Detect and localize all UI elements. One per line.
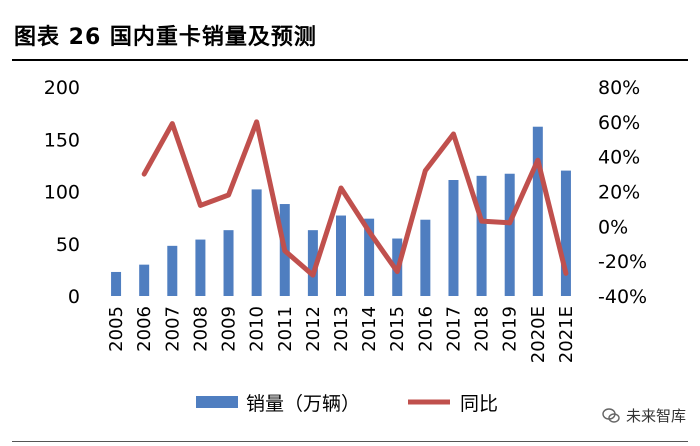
right-tick-label: 80% (598, 77, 640, 99)
legend-bar-swatch (196, 396, 238, 408)
figure-title: 图表 26 国内重卡销量及预测 (14, 25, 317, 50)
bar-2012 (307, 230, 318, 296)
x-tick-label: 2016 (415, 306, 436, 352)
bar-2016 (420, 219, 431, 296)
yoy-line-series (141, 119, 569, 278)
watermark-text: 未来智库 (625, 407, 686, 425)
bar-2018 (476, 175, 487, 296)
bar-2007 (167, 245, 178, 296)
x-tick-label: 2009 (219, 306, 240, 352)
bar-2010 (251, 189, 262, 296)
legend-line-label: 同比 (460, 393, 498, 415)
x-tick-label: 2012 (303, 306, 324, 352)
left-tick-label: 0 (68, 286, 80, 308)
x-tick-label: 2006 (134, 306, 155, 352)
left-tick-label: 50 (56, 234, 80, 256)
title-rule (12, 59, 688, 61)
x-axis: 2005 2006 2007 2008 2009 2010 2011 2012 2013 2014… (106, 306, 577, 363)
right-tick-label: 0% (598, 216, 628, 238)
x-tick-label: 2011 (275, 306, 296, 352)
right-tick-label: 40% (598, 147, 640, 169)
right-tick-label: 60% (598, 112, 640, 134)
bar-2020E (532, 126, 543, 297)
left-axis: 0 50 100 150 200 (44, 77, 80, 308)
bar-2006 (139, 264, 150, 296)
legend: 销量（万辆） 同比 (196, 393, 498, 415)
right-tick-label: -40% (598, 286, 647, 308)
x-tick-label: 2014 (359, 306, 380, 352)
x-tick-label: 2015 (387, 306, 408, 352)
left-tick-label: 100 (44, 182, 80, 204)
x-tick-label: 2021E (556, 306, 577, 363)
bar-2009 (223, 230, 234, 296)
watermark: 未来智库 (602, 405, 686, 426)
x-tick-label: 2005 (106, 306, 127, 352)
right-axis: -40% -20% 0% 20% 40% 60% 80% (598, 77, 647, 308)
bottom-rule (12, 441, 688, 442)
bar-2014 (364, 218, 375, 296)
x-tick-label: 2010 (247, 306, 268, 352)
x-tick-label: 2017 (443, 306, 464, 352)
wechat-icon (602, 407, 620, 423)
bar-2019 (504, 173, 515, 296)
bar-2005 (111, 271, 122, 296)
left-tick-label: 200 (44, 77, 80, 99)
bar-2013 (336, 215, 346, 296)
bar-2017 (448, 180, 459, 296)
x-tick-label: 2007 (162, 306, 183, 352)
x-tick-label: 2013 (331, 306, 352, 352)
x-tick-label: 2020E (528, 306, 549, 363)
left-tick-label: 150 (44, 129, 80, 151)
bar-2021E (560, 170, 571, 296)
x-tick-label: 2019 (500, 306, 521, 352)
right-tick-label: -20% (598, 251, 647, 273)
bar-2008 (195, 239, 206, 296)
x-tick-label: 2018 (472, 306, 493, 352)
right-tick-label: 20% (598, 182, 640, 204)
x-tick-label: 2008 (190, 306, 211, 352)
legend-bar-label: 销量（万辆） (246, 393, 360, 415)
